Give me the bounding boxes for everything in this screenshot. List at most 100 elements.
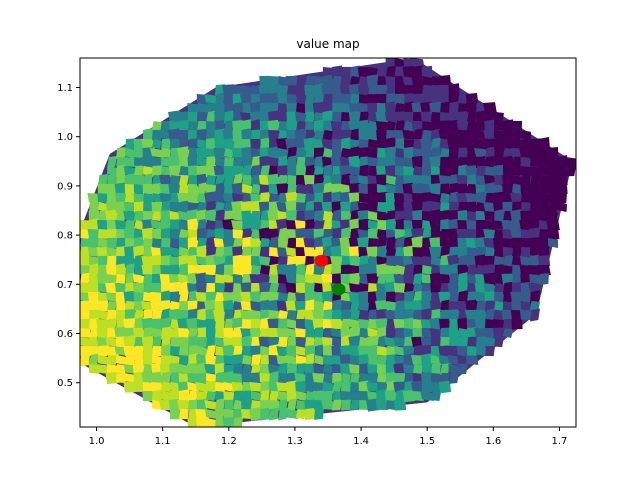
contour-cell <box>179 247 189 257</box>
contour-cell <box>305 219 315 231</box>
contour-cell <box>267 400 281 410</box>
contour-cell <box>440 148 450 158</box>
contour-cell <box>161 238 171 248</box>
contour-cell <box>512 184 522 194</box>
contour-cell <box>494 209 504 223</box>
contour-cell <box>314 263 324 277</box>
contour-cell <box>107 364 117 374</box>
contour-cell <box>107 229 117 239</box>
contour-cell <box>368 211 378 221</box>
contour-cell <box>187 236 199 250</box>
contour-cell <box>548 211 558 221</box>
contour-cell <box>395 300 405 312</box>
contour-cell <box>555 155 569 169</box>
contour-cell <box>377 202 387 212</box>
contour-cell <box>412 65 424 79</box>
contour-cell <box>538 193 550 203</box>
contour-cell <box>278 85 288 95</box>
contour-cell <box>350 400 360 410</box>
contour-cell <box>269 274 279 284</box>
contour-cell <box>411 193 425 203</box>
contour-cell <box>97 183 109 195</box>
contour-cell <box>440 101 450 115</box>
contour-cell <box>530 173 540 187</box>
contour-cell <box>494 256 504 266</box>
contour-cell <box>350 299 360 313</box>
contour-cell <box>151 228 163 240</box>
contour-cell <box>215 355 225 365</box>
contour-cell <box>206 344 216 358</box>
contour-cell <box>376 184 388 194</box>
contour-cell <box>449 372 459 384</box>
contour-cell <box>187 218 199 232</box>
contour-cell <box>349 166 361 176</box>
contour-cell <box>251 354 261 366</box>
contour-cell <box>277 211 289 221</box>
contour-cell <box>348 345 362 357</box>
contour-cell <box>330 85 344 95</box>
contour-cell <box>107 193 117 203</box>
contour-cell <box>143 292 153 302</box>
contour-cell <box>314 220 324 230</box>
contour-cell <box>503 166 513 176</box>
contour-cell <box>304 101 316 115</box>
contour-cell <box>97 355 109 365</box>
contour-cell <box>440 283 450 293</box>
contour-cell <box>465 165 479 177</box>
contour-cell <box>503 281 513 295</box>
contour-cell <box>296 274 306 284</box>
contour-cell <box>269 256 279 266</box>
contour-cell <box>150 283 164 293</box>
contour-cell <box>278 407 288 421</box>
contour-cell <box>179 119 189 133</box>
contour-cell <box>223 245 235 259</box>
contour-cell <box>403 166 415 176</box>
contour-cell <box>350 310 360 320</box>
contour-cell <box>213 102 227 114</box>
contour-cell <box>269 283 279 293</box>
contour-cell <box>421 308 433 322</box>
x-tick-label: 1.6 <box>485 436 501 447</box>
contour-cell <box>134 317 144 331</box>
contour-cell <box>476 265 486 275</box>
contour-cell <box>323 391 333 401</box>
contour-cell <box>187 373 199 383</box>
contour-cell <box>429 237 443 249</box>
contour-cell <box>278 121 288 131</box>
contour-cell <box>404 111 414 123</box>
contour-cell <box>519 219 533 231</box>
contour-cell <box>492 184 506 194</box>
contour-cell <box>215 398 225 412</box>
contour-cell <box>242 355 252 365</box>
contour-cell <box>206 373 216 383</box>
contour-cell <box>224 255 234 267</box>
contour-cell <box>204 274 218 284</box>
contour-cell <box>152 273 162 285</box>
contour-cell <box>195 292 209 302</box>
contour-cell <box>521 247 531 257</box>
contour-cell <box>107 318 117 330</box>
contour-cell <box>349 182 361 196</box>
contour-cell <box>411 219 425 231</box>
contour-cell <box>440 139 450 149</box>
contour-cell <box>169 291 181 303</box>
contour-cell <box>151 201 163 213</box>
contour-cell <box>161 371 171 385</box>
contour-cell <box>143 309 153 321</box>
contour-cell <box>321 139 335 149</box>
contour-cell <box>323 364 333 374</box>
contour-cell <box>125 238 135 248</box>
contour-cell <box>440 156 450 168</box>
contour-cell <box>413 139 423 149</box>
contour-cell <box>206 175 216 185</box>
contour-cell <box>539 201 549 213</box>
contour-cell <box>197 327 207 339</box>
contour-cell <box>249 290 263 304</box>
contour-cell <box>223 93 235 105</box>
contour-cell <box>269 407 279 421</box>
contour-cell <box>195 382 209 392</box>
contour-cell <box>106 274 118 284</box>
contour-cell <box>170 371 180 385</box>
contour-cell <box>133 184 145 194</box>
contour-cell <box>413 345 423 357</box>
